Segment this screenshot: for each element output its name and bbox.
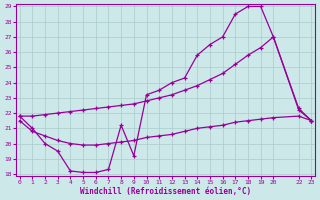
- X-axis label: Windchill (Refroidissement éolien,°C): Windchill (Refroidissement éolien,°C): [80, 187, 251, 196]
